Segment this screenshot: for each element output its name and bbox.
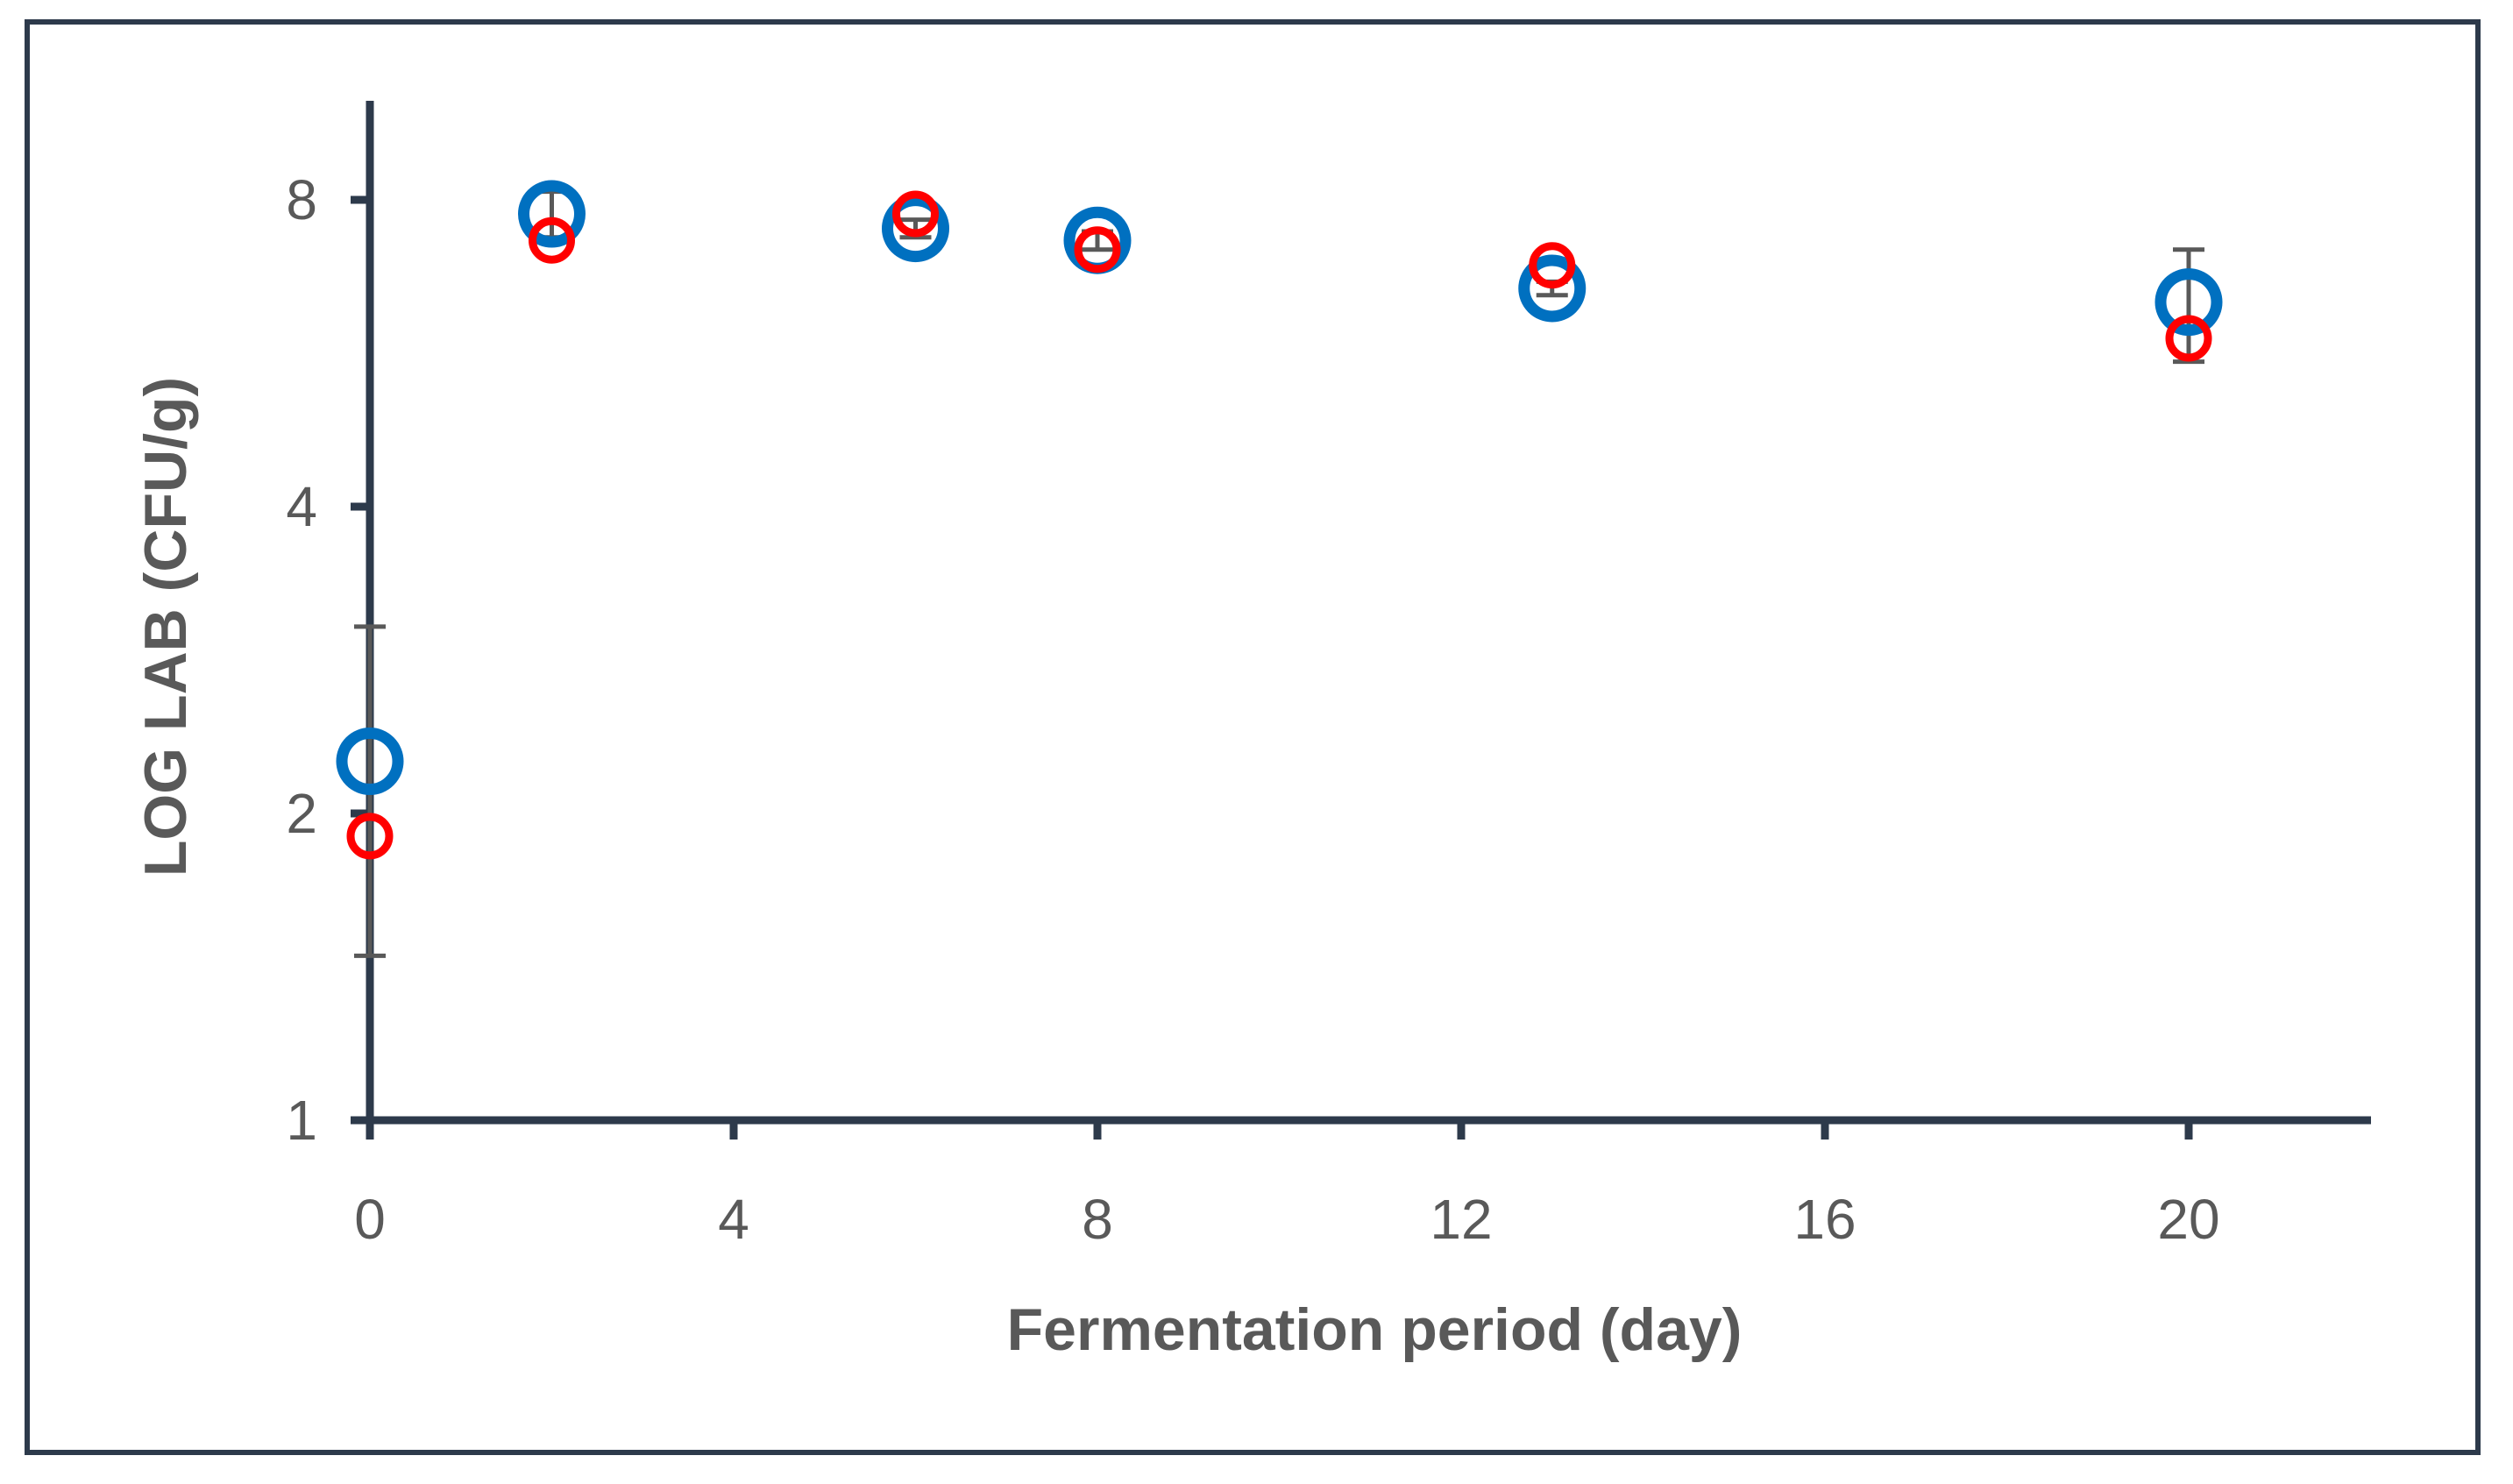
x-tick-label: 12 (1430, 1188, 1492, 1251)
x-tick-label: 16 (1793, 1188, 1856, 1251)
series-1-point (336, 728, 404, 796)
x-tick-label: 4 (718, 1188, 749, 1251)
series-2-point (1074, 226, 1121, 273)
y-tick-label: 8 (286, 168, 317, 231)
y-tick-label: 2 (286, 782, 317, 845)
y-tick-label: 4 (286, 475, 317, 538)
x-tick-label: 20 (2157, 1188, 2219, 1251)
x-tick-label: 8 (1082, 1188, 1113, 1251)
series-1-point (882, 195, 949, 263)
y-axis-title: LOG LAB (CFU/g) (132, 377, 199, 877)
series-2-point (346, 813, 394, 860)
error-bar (2173, 247, 2204, 365)
series-2-point (2165, 315, 2212, 362)
series-2-point (1529, 242, 1576, 289)
axis-labels: Fermentation period (day) LOG LAB (CFU/g… (132, 377, 1742, 1363)
x-tick-label: 0 (354, 1188, 386, 1251)
series-2-point (892, 190, 939, 238)
data-markers (336, 180, 2223, 860)
x-axis-title: Fermentation period (day) (1007, 1296, 1743, 1363)
series-1-point (518, 180, 586, 248)
y-tick-label: 1 (286, 1089, 317, 1152)
series-1-point (2155, 268, 2223, 337)
chart-frame (25, 19, 2481, 1455)
error-bars (354, 189, 2204, 958)
series-1-point (1518, 254, 1587, 323)
error-bar (536, 189, 568, 240)
series-2-point (529, 217, 575, 264)
